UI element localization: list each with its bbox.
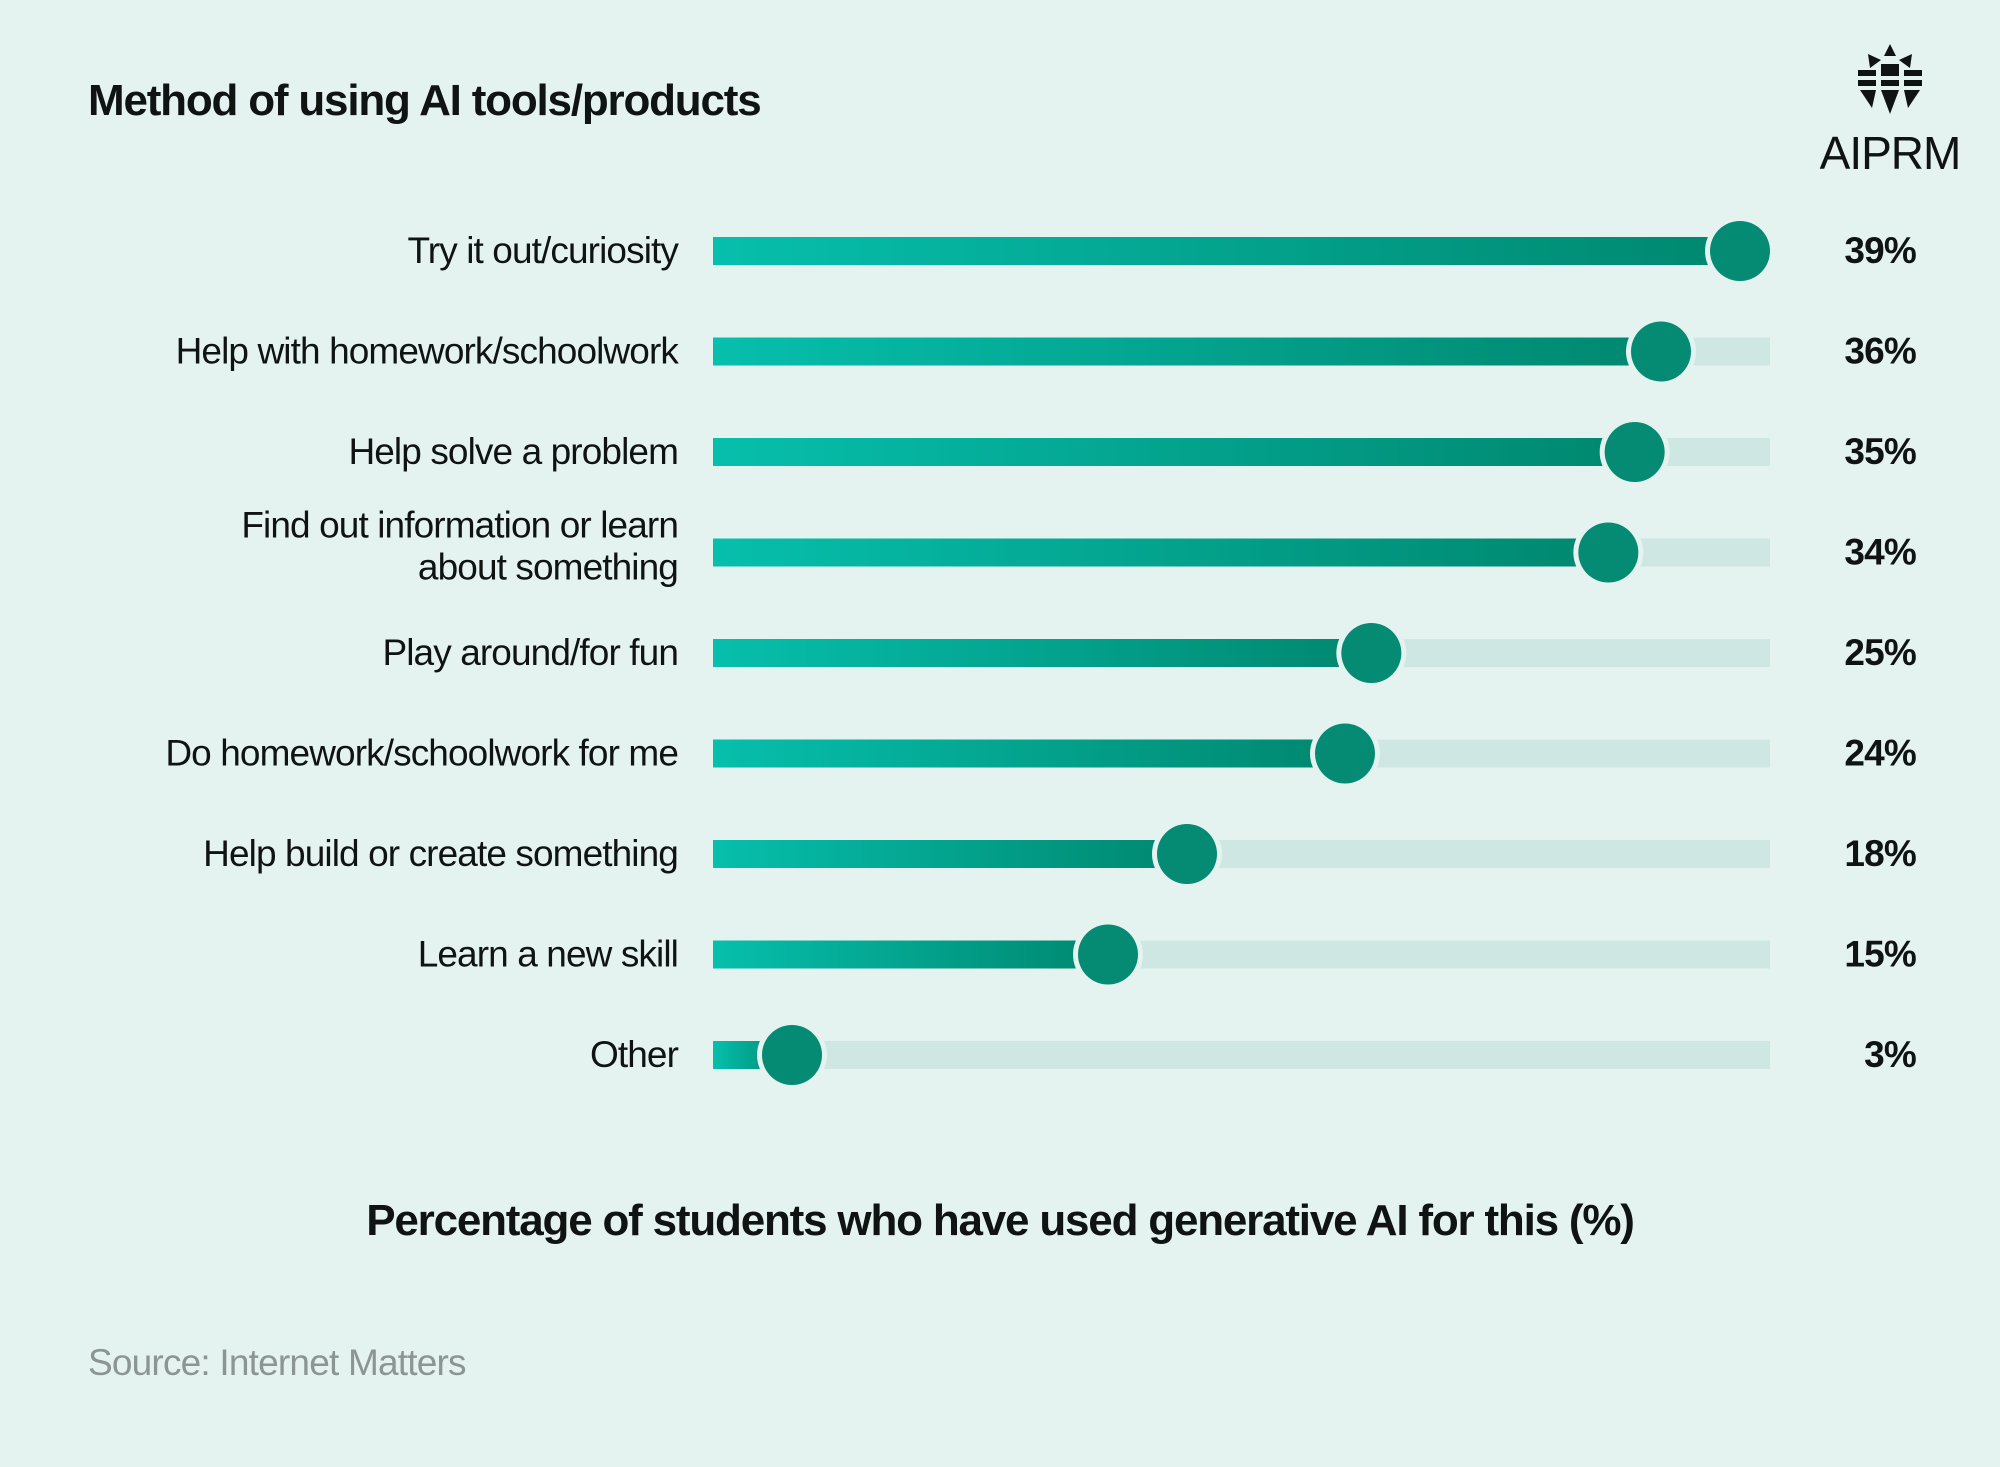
bar-fill	[713, 538, 1609, 567]
bar-row: Do homework/schoolwork for me 24%	[165, 718, 1917, 789]
bar-fill	[713, 639, 1372, 667]
category-label: about something	[418, 547, 678, 588]
chart: Try it out/curiosity 39% Help with homewor…	[165, 216, 1917, 1090]
category-label: Learn a new skill	[418, 934, 678, 975]
bar-row: Other 3%	[590, 1020, 1917, 1090]
value-label: 3%	[1864, 1034, 1916, 1075]
bar-marker	[1710, 221, 1770, 281]
value-label: 34%	[1844, 532, 1916, 573]
chart-title: Method of using AI tools/products	[88, 76, 762, 125]
bar-row: Play around/for fun 25%	[382, 618, 1917, 688]
bar-marker	[1604, 422, 1665, 482]
aiprm-logo-icon	[1858, 44, 1922, 114]
value-label: 36%	[1844, 331, 1916, 372]
source-note: Source: Internet Matters	[88, 1342, 467, 1383]
bar-marker	[1341, 623, 1402, 683]
brand-logo: AIPRM	[1815, 42, 1965, 182]
bar-row: Learn a new skill 15%	[418, 919, 1917, 990]
value-label: 24%	[1844, 733, 1916, 774]
bar-marker	[1157, 824, 1217, 884]
bar-marker	[762, 1025, 822, 1085]
bar-row: Help build or create something 18%	[203, 819, 1917, 889]
value-label: 39%	[1844, 230, 1916, 271]
bar-fill	[713, 438, 1635, 466]
bar-fill	[713, 840, 1187, 868]
bar-marker	[1631, 321, 1691, 382]
value-label: 18%	[1844, 833, 1916, 874]
value-label: 35%	[1844, 431, 1916, 472]
logo-text: AIPRM	[1819, 127, 1962, 179]
bar-row: Help with homework/schoolwork 36%	[176, 316, 1917, 387]
bar-fill	[713, 237, 1740, 265]
category-label: Find out information or learn	[241, 505, 678, 546]
bar-fill	[713, 337, 1661, 366]
bar-fill	[713, 739, 1345, 768]
bar-marker	[1578, 522, 1639, 583]
category-label: Help build or create something	[203, 833, 678, 874]
bar-track	[713, 1041, 1770, 1069]
category-label: Try it out/curiosity	[407, 230, 679, 271]
category-label: Help with homework/schoolwork	[176, 331, 680, 372]
category-label: Play around/for fun	[382, 632, 678, 673]
category-label: Help solve a problem	[348, 431, 678, 472]
value-label: 25%	[1844, 632, 1916, 673]
bar-marker	[1315, 723, 1375, 784]
bar-fill	[713, 940, 1108, 969]
bar-row: Help solve a problem 35%	[348, 417, 1917, 487]
bar-marker	[1078, 924, 1138, 985]
category-label: Other	[590, 1034, 679, 1075]
value-label: 15%	[1844, 934, 1916, 975]
x-axis-title: Percentage of students who have used gen…	[366, 1196, 1635, 1245]
category-label: Do homework/schoolwork for me	[165, 733, 678, 774]
bar-row: Try it out/curiosity 39%	[407, 216, 1917, 286]
